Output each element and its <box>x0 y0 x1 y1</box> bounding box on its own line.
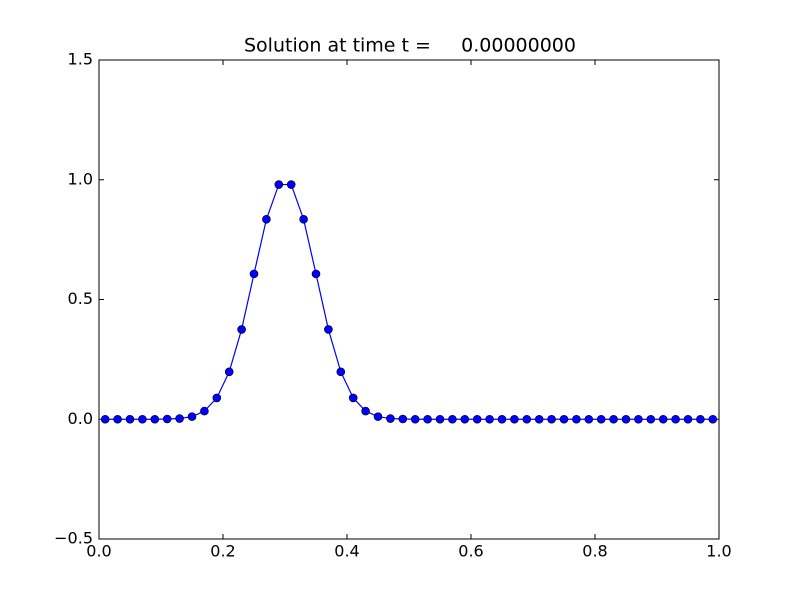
data-point <box>262 214 271 224</box>
data-point <box>634 414 643 424</box>
data-point <box>200 406 209 416</box>
data-point <box>212 393 222 403</box>
data-point <box>671 414 680 424</box>
x-tick-label: 0.0 <box>86 542 111 561</box>
x-tick-label: 0.4 <box>334 542 359 561</box>
data-point <box>472 414 482 424</box>
data-point <box>435 414 445 424</box>
data-point <box>646 414 656 424</box>
data-point <box>658 414 668 424</box>
data-point <box>187 412 197 421</box>
data-point <box>224 367 234 377</box>
data-point <box>572 414 581 424</box>
data-point <box>559 414 569 424</box>
data-point <box>410 414 420 424</box>
data-point <box>609 414 618 424</box>
data-point <box>621 414 631 424</box>
data-point <box>237 325 246 334</box>
plot-frame <box>98 59 720 540</box>
y-tick-label: −0.5 <box>54 529 93 548</box>
data-point <box>175 414 184 423</box>
data-point <box>683 414 693 424</box>
data-point <box>113 414 122 424</box>
data-point <box>286 180 296 189</box>
data-point <box>274 180 284 189</box>
data-point <box>522 414 532 424</box>
y-tick-label: 1.0 <box>68 169 93 188</box>
data-point <box>696 414 705 424</box>
data-point <box>448 414 457 424</box>
data-point <box>150 414 160 424</box>
data-point <box>534 414 544 424</box>
data-point <box>324 325 333 334</box>
data-point <box>125 414 135 424</box>
data-point <box>460 414 470 424</box>
data-point <box>162 414 172 424</box>
data-point <box>584 414 594 424</box>
data-point <box>708 414 718 424</box>
data-point <box>348 393 358 403</box>
data-point <box>138 414 147 424</box>
data-point <box>398 414 408 424</box>
data-point <box>299 214 308 224</box>
data-point <box>100 414 110 424</box>
data-point <box>510 414 519 424</box>
data-point <box>485 414 494 424</box>
data-point <box>547 414 556 424</box>
y-tick-label: 1.5 <box>68 50 93 69</box>
data-point <box>423 414 432 424</box>
x-tick-label: 0.6 <box>458 542 483 561</box>
y-tick-label: 0.5 <box>68 289 93 308</box>
data-point <box>311 269 321 279</box>
data-point <box>596 414 606 424</box>
data-point <box>386 414 395 423</box>
x-tick-label: 0.8 <box>582 542 607 561</box>
chart-title: Solution at time t = 0.00000000 <box>244 35 576 57</box>
data-point <box>361 406 370 416</box>
data-point <box>497 414 507 424</box>
x-tick-label: 0.2 <box>210 542 235 561</box>
y-tick-label: 0.0 <box>68 409 93 428</box>
data-point <box>373 412 383 421</box>
x-tick-label: 1.0 <box>706 542 731 561</box>
data-point <box>336 367 346 377</box>
data-point <box>249 269 259 279</box>
